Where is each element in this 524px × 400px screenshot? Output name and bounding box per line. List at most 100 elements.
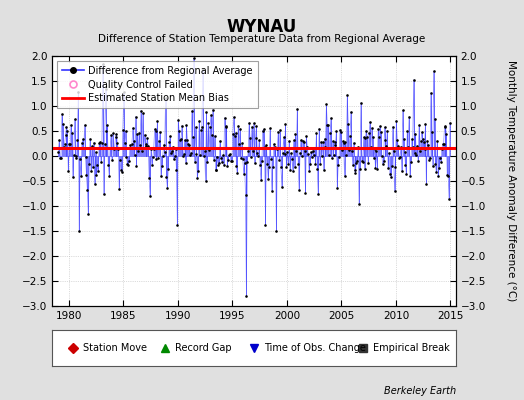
Point: [102, 128, 111, 134]
Point: [83, 187, 92, 193]
Point: [359, 134, 368, 140]
Point: [308, 154, 316, 160]
Point: [340, 140, 348, 147]
Point: [333, 185, 342, 191]
Point: [189, 133, 197, 140]
Point: [214, 161, 222, 168]
Point: [242, 293, 250, 299]
Point: [396, 154, 404, 160]
Point: [434, 173, 442, 180]
Point: [202, 109, 211, 116]
Point: [255, 137, 264, 144]
Point: [273, 146, 281, 152]
Point: [294, 161, 302, 167]
Point: [211, 166, 220, 173]
Point: [391, 163, 400, 170]
Point: [79, 136, 87, 142]
Point: [201, 178, 210, 184]
Point: [259, 126, 268, 132]
Point: [252, 123, 260, 130]
Point: [119, 89, 128, 96]
Point: [71, 153, 80, 159]
Point: [135, 129, 144, 136]
Point: [310, 152, 318, 158]
Point: [128, 125, 137, 131]
Text: WYNAU: WYNAU: [227, 18, 297, 36]
Point: [192, 151, 201, 157]
Point: [118, 169, 126, 175]
Point: [132, 163, 140, 169]
Point: [310, 144, 319, 151]
Point: [95, 140, 103, 147]
Point: [162, 174, 171, 180]
Point: [352, 160, 361, 166]
Point: [314, 191, 322, 198]
Point: [184, 140, 192, 147]
Point: [370, 146, 379, 153]
Point: [130, 152, 139, 159]
Point: [116, 157, 124, 163]
Point: [266, 125, 274, 132]
Point: [90, 140, 98, 146]
Point: [280, 151, 289, 158]
Point: [297, 137, 305, 143]
Point: [172, 167, 181, 173]
Point: [200, 147, 209, 154]
Point: [100, 191, 108, 198]
Point: [271, 144, 280, 150]
Point: [82, 172, 91, 178]
Point: [104, 161, 113, 168]
Point: [377, 128, 385, 135]
Point: [348, 162, 357, 168]
Point: [77, 173, 85, 180]
Point: [412, 152, 421, 158]
Point: [181, 160, 190, 166]
Point: [127, 144, 135, 151]
Point: [168, 148, 176, 154]
Point: [400, 149, 409, 155]
Point: [378, 153, 386, 159]
Point: [351, 170, 359, 176]
Point: [91, 181, 99, 188]
Point: [234, 123, 243, 129]
Point: [160, 149, 169, 155]
Point: [238, 156, 247, 162]
Point: [267, 155, 275, 162]
Point: [407, 159, 415, 165]
Point: [261, 222, 270, 228]
Point: [392, 117, 400, 124]
Point: [242, 192, 250, 198]
Point: [87, 168, 95, 174]
Point: [367, 144, 375, 150]
Point: [128, 140, 136, 147]
Point: [283, 149, 291, 155]
Point: [357, 100, 365, 106]
Point: [414, 158, 422, 164]
Point: [296, 150, 304, 156]
Point: [350, 140, 358, 146]
Point: [293, 106, 301, 112]
Point: [122, 154, 130, 160]
Point: [103, 122, 112, 128]
Point: [187, 150, 195, 156]
Point: [331, 142, 340, 148]
Point: [269, 164, 277, 170]
Point: [313, 166, 322, 172]
Point: [298, 152, 306, 159]
Point: [236, 126, 244, 132]
Point: [93, 162, 102, 169]
Point: [112, 134, 120, 140]
Point: [300, 148, 309, 154]
Point: [188, 108, 196, 114]
Point: [219, 152, 227, 158]
Point: [409, 144, 417, 150]
Point: [315, 125, 323, 132]
Point: [105, 172, 113, 179]
Point: [80, 145, 88, 152]
Point: [122, 128, 130, 134]
Point: [246, 135, 254, 141]
Point: [223, 162, 232, 169]
Point: [199, 66, 207, 72]
Point: [436, 159, 445, 165]
Point: [276, 127, 284, 134]
